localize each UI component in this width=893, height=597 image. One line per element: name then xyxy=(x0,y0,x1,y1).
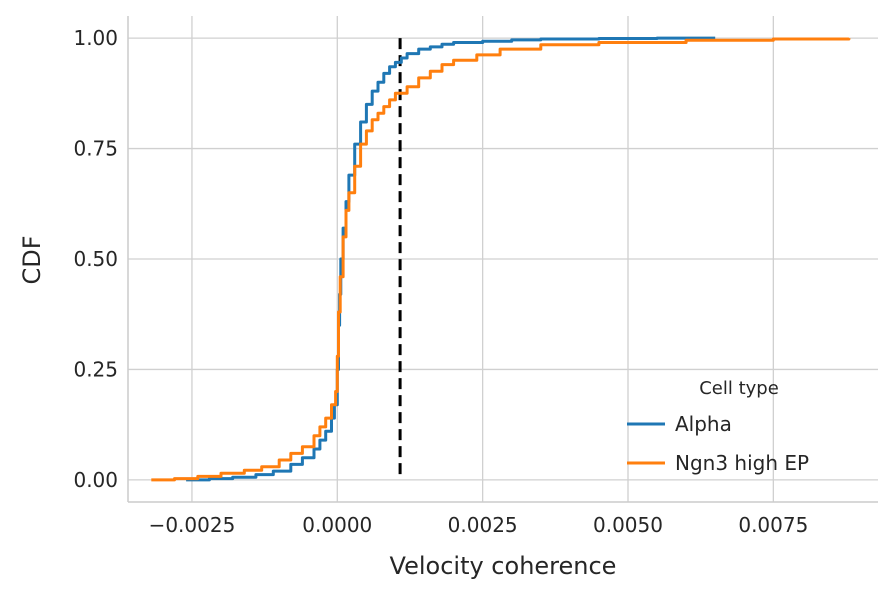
x-tick-label: 0.0075 xyxy=(738,513,808,537)
gridlines xyxy=(128,16,878,502)
legend-title: Cell type xyxy=(699,378,779,399)
series-lines xyxy=(151,36,851,482)
y-tick-label: 0.50 xyxy=(73,247,118,271)
x-axis-label: Velocity coherence xyxy=(390,552,617,580)
y-tick-label: 0.00 xyxy=(73,468,118,492)
legend-label-alpha: Alpha xyxy=(675,412,732,436)
legend-label-ngn3-high-ep: Ngn3 high EP xyxy=(675,451,809,475)
x-tick-label: 0.0025 xyxy=(448,513,518,537)
y-tick-label: 0.75 xyxy=(73,137,118,161)
series-line-ngn3-high-ep xyxy=(151,37,851,482)
y-tick-label: 0.25 xyxy=(73,357,118,381)
y-tick-label: 1.00 xyxy=(73,26,118,50)
tick-labels: −0.0025 0.0000 0.0025 0.0050 0.0075 0.00 0.25 0… xyxy=(73,26,808,537)
x-tick-label: 0.0050 xyxy=(593,513,663,537)
legend: Cell type Alpha Ngn3 high EP xyxy=(627,378,809,475)
x-tick-label: −0.0025 xyxy=(149,513,236,537)
axes xyxy=(127,16,878,503)
y-axis-label: CDF xyxy=(18,235,46,284)
series-line-alpha xyxy=(186,36,716,482)
x-tick-label: 0.0000 xyxy=(302,513,372,537)
